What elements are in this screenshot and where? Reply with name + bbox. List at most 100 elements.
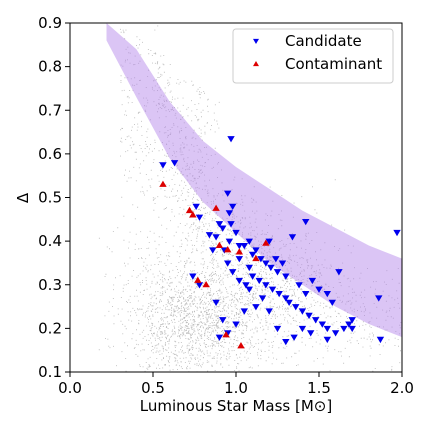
candidate-point: [245, 238, 253, 245]
candidate-point: [262, 260, 270, 267]
y-tick-label: 0.7: [38, 101, 62, 119]
candidate-point: [212, 299, 220, 306]
candidate-point: [252, 247, 260, 254]
candidate-point: [224, 260, 232, 267]
candidate-point: [242, 282, 250, 289]
y-tick-label: 0.9: [38, 14, 62, 32]
candidate-point: [224, 190, 232, 197]
candidate-point: [215, 334, 224, 341]
candidate-point: [225, 210, 234, 217]
contaminant-point: [252, 254, 260, 262]
y-tick-label: 0.5: [38, 189, 62, 207]
x-tick-label: 2.0: [390, 379, 414, 397]
candidate-point: [282, 273, 290, 280]
plot-area: [98, 23, 402, 372]
candidate-point: [215, 221, 224, 228]
purple-band: [106, 23, 402, 338]
contaminant-point: [202, 280, 210, 288]
y-tick-label: 0.6: [38, 145, 62, 163]
legend-box: [232, 28, 394, 84]
candidate-point: [257, 256, 265, 263]
candidate-point: [255, 277, 263, 285]
y-tick-label: 0.4: [38, 232, 62, 250]
candidate-point: [328, 299, 336, 306]
contaminant-point: [189, 211, 197, 218]
candidate-point: [267, 264, 275, 272]
candidate-point: [170, 160, 179, 167]
candidate-point: [290, 334, 298, 341]
candidate-point: [248, 251, 257, 259]
candidate-point: [282, 295, 290, 302]
candidate-point: [335, 269, 343, 276]
x-tick-label: 0.5: [141, 379, 165, 397]
background-population: [98, 25, 402, 372]
candidate-point: [265, 238, 273, 245]
y-tick-label: 0.8: [38, 58, 62, 76]
y-axis-label: Δ: [14, 192, 32, 203]
contaminant-point: [262, 239, 270, 246]
candidate-point: [376, 336, 385, 344]
candidate-point: [345, 321, 353, 328]
y-tick-label: 0.1: [38, 363, 62, 381]
candidate-point: [292, 304, 300, 311]
candidate-point: [219, 225, 227, 232]
candidate-point: [240, 308, 248, 315]
candidate-point: [235, 256, 244, 263]
candidate-point: [295, 282, 303, 289]
candidate-point: [273, 269, 282, 276]
contaminant-point: [159, 180, 167, 187]
x-tick-label: 1.0: [224, 379, 248, 397]
candidate-point: [298, 308, 307, 315]
candidate-point: [212, 234, 220, 241]
candidate-point: [278, 260, 287, 267]
legend-label-candidate: Candidate: [285, 32, 362, 50]
candidate-point: [282, 338, 290, 346]
contaminant-point: [185, 206, 194, 214]
x-tick-label: 1.5: [307, 379, 331, 397]
candidate-point: [209, 247, 217, 254]
candidate-point: [308, 277, 317, 285]
candidate-point: [288, 234, 297, 241]
candidate-point: [189, 273, 197, 280]
candidate-point: [159, 162, 167, 169]
candidate-point: [348, 325, 356, 333]
candidate-point: [195, 214, 204, 221]
legend-label-contaminant: Contaminant: [285, 55, 382, 73]
candidate-point: [285, 299, 293, 306]
candidate-point: [248, 273, 257, 280]
candidate-point: [298, 325, 307, 333]
contaminant-point: [224, 246, 232, 253]
candidate-point: [245, 286, 253, 293]
candidate-point: [305, 312, 313, 320]
candidate-point: [323, 336, 331, 344]
candidate-point: [262, 282, 270, 289]
contaminant-point: [222, 331, 230, 338]
candidate-point: [227, 136, 235, 143]
legend-marker-candidate: [253, 38, 259, 44]
candidate-point: [232, 321, 240, 328]
candidate-point: [227, 221, 235, 228]
legend-marker-contaminant: [253, 61, 259, 67]
candidate-point: [311, 317, 320, 324]
candidate-point: [235, 242, 244, 250]
series-layer: [159, 136, 401, 349]
y-tick-label: 0.2: [38, 319, 62, 337]
candidate-point: [318, 321, 327, 328]
contaminant-point: [194, 276, 202, 283]
candidate-point: [219, 317, 227, 324]
contaminant-point: [215, 241, 224, 248]
candidate-point: [375, 295, 383, 302]
candidate-point: [232, 229, 240, 237]
candidate-point: [240, 242, 248, 250]
candidate-point: [275, 290, 283, 298]
candidate-point: [331, 330, 340, 337]
candidate-point: [315, 286, 323, 293]
x-tick-label: 0.0: [58, 379, 82, 397]
candidate-point: [252, 304, 260, 311]
candidate-point: [225, 238, 234, 245]
candidate-point: [302, 218, 310, 226]
candidate-point: [265, 308, 273, 315]
candidate-point: [393, 229, 401, 237]
candidate-point: [273, 325, 282, 333]
candidate-point: [192, 203, 200, 211]
